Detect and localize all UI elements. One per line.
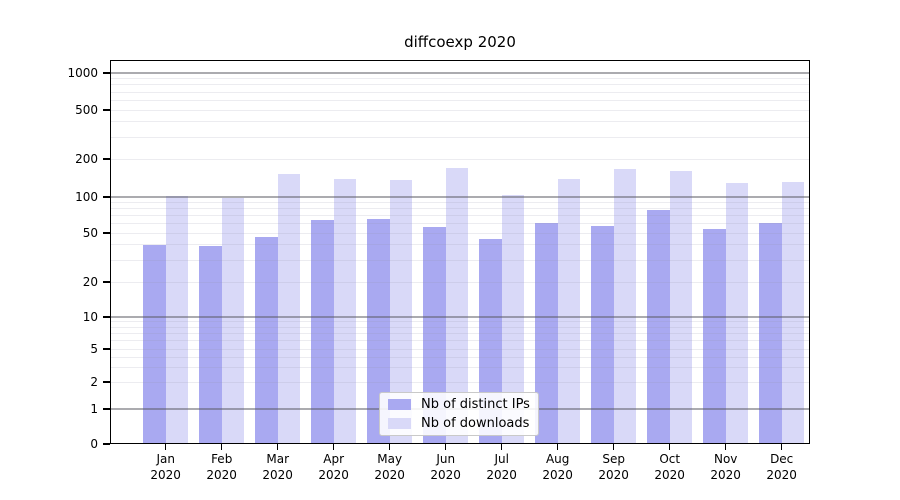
x-tick-label-mar: Mar 2020 [262,452,293,482]
bar-downloads-feb [221,198,245,444]
bar-downloads-apr [333,179,357,444]
x-tick-label-aug: Aug 2020 [542,452,573,482]
bar-downloads-oct [669,170,693,444]
x-tick-mark [277,444,279,450]
bar-downloads-nov [725,182,749,444]
x-tick-mark [781,444,783,450]
x-tick-label-oct: Oct 2020 [654,452,685,482]
y-tick-label: 50 [82,226,98,240]
x-tick-label-dec: Dec 2020 [766,452,797,482]
bar-distinct-ips-sep [591,226,614,444]
bar-downloads-jul [501,194,525,444]
bar-downloads-mar [277,174,301,444]
chart-title: diffcoexp 2020 [404,33,516,51]
bar-distinct-ips-apr [311,220,334,444]
legend-label: Nb of downloads [421,416,530,431]
legend-swatch-distinct-ips [388,399,411,410]
bar-downloads-jun [445,167,469,444]
legend-item-downloads: Nb of downloads [380,416,538,431]
bar-downloads-may [389,180,413,444]
y-tick-mark [103,408,110,410]
x-tick-label-nov: Nov 2020 [710,452,741,482]
y-tick-label: 500 [75,103,98,117]
bar-distinct-ips-nov [703,229,726,444]
y-tick-label: 20 [82,275,98,289]
y-tick-mark [103,158,110,160]
y-tick-label: 100 [75,190,98,204]
y-tick-label: 10 [82,310,98,324]
bar-distinct-ips-dec [759,222,782,444]
x-tick-label-apr: Apr 2020 [318,452,349,482]
bar-distinct-ips-feb [199,246,222,444]
x-tick-label-jul: Jul 2020 [486,452,517,482]
y-tick-mark [103,316,110,318]
bar-distinct-ips-mar [255,237,278,444]
bar-downloads-dec [781,182,805,444]
x-tick-mark [333,444,335,450]
x-tick-label-sep: Sep 2020 [598,452,629,482]
bar-distinct-ips-jun [423,227,446,444]
y-tick-mark [103,381,110,383]
x-tick-mark [557,444,559,450]
legend-swatch-downloads [388,418,411,429]
y-tick-label: 200 [75,152,98,166]
x-tick-label-jan: Jan 2020 [150,452,181,482]
y-tick-mark [103,196,110,198]
x-tick-mark [501,444,503,450]
plot-area [110,60,810,444]
y-tick-label: 1 [90,402,98,416]
y-tick-label: 1000 [67,66,98,80]
bars-layer [110,60,810,444]
y-tick-label: 5 [90,342,98,356]
x-tick-label-jun: Jun 2020 [430,452,461,482]
x-tick-mark [669,444,671,450]
x-tick-mark [389,444,391,450]
legend: Nb of distinct IPs Nb of downloads [379,392,539,436]
x-tick-label-feb: Feb 2020 [206,452,237,482]
bar-distinct-ips-oct [647,209,670,444]
bar-distinct-ips-jan [143,244,166,444]
y-tick-label: 0 [90,437,98,451]
y-tick-label: 2 [90,375,98,389]
x-tick-mark [725,444,727,450]
x-tick-mark [165,444,167,450]
x-tick-label-may: May 2020 [374,452,405,482]
x-tick-mark [221,444,223,450]
y-tick-mark [103,72,110,74]
legend-item-distinct-ips: Nb of distinct IPs [380,397,538,412]
legend-label: Nb of distinct IPs [421,397,530,412]
y-tick-mark [103,443,110,445]
bar-distinct-ips-may [367,218,390,444]
y-tick-mark [103,281,110,283]
x-tick-mark [613,444,615,450]
bar-distinct-ips-aug [535,222,558,444]
y-tick-mark [103,109,110,111]
bar-downloads-aug [557,179,581,444]
y-tick-mark [103,348,110,350]
x-tick-mark [445,444,447,450]
bar-downloads-sep [613,168,637,444]
y-tick-mark [103,232,110,234]
bar-downloads-jan [165,195,189,444]
